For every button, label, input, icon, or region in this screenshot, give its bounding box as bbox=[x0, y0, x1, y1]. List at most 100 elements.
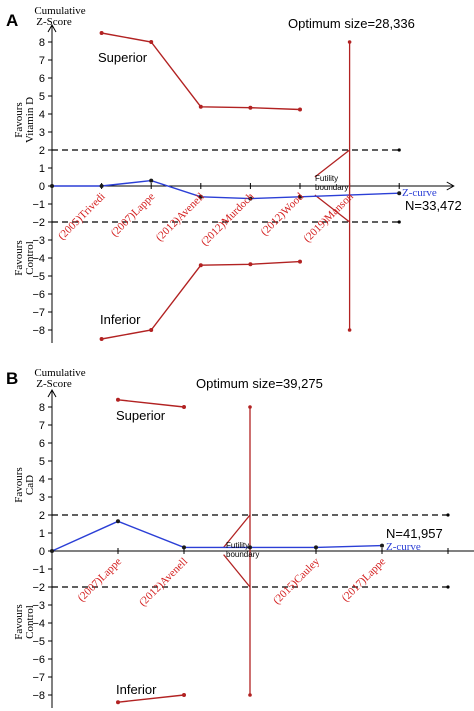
boundary-point bbox=[198, 263, 203, 268]
y-tick-label: 5 bbox=[39, 456, 45, 468]
boundary-point bbox=[198, 104, 203, 109]
study-label: (2012)Avenell bbox=[154, 191, 207, 244]
conventional-boundary-end bbox=[446, 513, 450, 517]
inferior-boundary-line bbox=[101, 260, 301, 340]
study-label: (2007)Lappe bbox=[109, 191, 158, 240]
z-curve-point bbox=[198, 194, 203, 199]
boundary-point bbox=[182, 405, 186, 409]
y-tick-label: −3 bbox=[32, 600, 45, 612]
study-label: (2007)Lappe bbox=[75, 556, 124, 605]
y-tick-label: 0 bbox=[39, 181, 45, 193]
y-tick-label: 8 bbox=[39, 37, 45, 49]
y-tick-label: 0 bbox=[39, 546, 45, 558]
panel-letter: B bbox=[6, 369, 18, 388]
futility-label-line1: Futility bbox=[226, 541, 249, 550]
y-tick-label: 6 bbox=[39, 438, 45, 450]
y-tick-label: −4 bbox=[32, 618, 45, 630]
boundary-point bbox=[298, 107, 302, 112]
y-tick-label: 7 bbox=[39, 55, 45, 67]
inferior-label: Inferior bbox=[116, 682, 157, 697]
y-tick-label: −7 bbox=[32, 307, 45, 319]
favours-top-label: FavoursCaD bbox=[13, 467, 36, 502]
y-tick-label: 7 bbox=[39, 420, 45, 432]
n-total-label: N=41,957 bbox=[386, 526, 443, 541]
y-tick-label: −2 bbox=[32, 582, 45, 594]
optimum-size-end bbox=[248, 693, 252, 697]
study-label: (2012)Murdoch bbox=[199, 190, 257, 248]
z-curve-point bbox=[248, 196, 253, 201]
study-label: (2017)Lappe bbox=[339, 556, 388, 605]
optimum-size-end bbox=[248, 405, 252, 409]
y-tick-label: 4 bbox=[39, 474, 45, 486]
favours-bottom-label: FavoursControl bbox=[13, 240, 36, 275]
z-curve-point bbox=[182, 545, 186, 550]
z-curve-point bbox=[380, 543, 384, 548]
y-tick-label: −1 bbox=[32, 564, 45, 576]
conventional-boundary-end bbox=[446, 585, 450, 589]
y-tick-label: −6 bbox=[32, 654, 45, 666]
futility-label-line2: boundary bbox=[315, 183, 348, 192]
z-curve-point bbox=[149, 178, 154, 183]
y-tick-label: −3 bbox=[32, 235, 45, 247]
boundary-point bbox=[248, 105, 253, 110]
y-axis-arrow bbox=[47, 23, 57, 33]
optimum-size-end bbox=[347, 328, 352, 332]
y-tick-label: −5 bbox=[32, 636, 45, 648]
z-curve-point bbox=[248, 545, 252, 550]
y-tick-label: 2 bbox=[39, 510, 45, 522]
y-tick-label: 2 bbox=[39, 145, 45, 157]
boundary-point bbox=[149, 328, 154, 332]
futility-boundary-lower bbox=[223, 554, 251, 588]
study-label: (2019)Manson bbox=[301, 190, 356, 245]
y-axis-title-line1: Cumulative bbox=[34, 367, 85, 379]
x-axis-arrow bbox=[446, 181, 455, 191]
futility-label-line1: Futility bbox=[315, 174, 338, 183]
y-tick-label: −7 bbox=[32, 672, 45, 684]
y-tick-label: −6 bbox=[32, 289, 45, 301]
y-tick-label: 3 bbox=[39, 127, 45, 139]
y-tick-label: −8 bbox=[32, 325, 45, 337]
inferior-label: Inferior bbox=[100, 312, 141, 327]
boundary-point bbox=[149, 40, 154, 44]
futility-boundary-upper bbox=[314, 149, 350, 178]
boundary-point bbox=[99, 337, 104, 341]
z-curve-point bbox=[50, 184, 54, 188]
study-label: (2012)Avenell bbox=[137, 556, 190, 609]
superior-label: Superior bbox=[98, 50, 148, 65]
boundary-point bbox=[248, 262, 253, 267]
futility-boundary-upper bbox=[223, 514, 251, 548]
boundary-point bbox=[182, 693, 186, 697]
boundary-point bbox=[116, 700, 120, 705]
inferior-boundary-line bbox=[117, 694, 185, 703]
y-tick-label: −1 bbox=[32, 199, 45, 211]
boundary-point bbox=[298, 259, 302, 264]
z-curve-label: Z-curve bbox=[402, 187, 437, 199]
favours-top-label: FavoursVitamin D bbox=[13, 97, 36, 143]
futility-boundary-lower bbox=[314, 194, 350, 223]
conventional-boundary-end bbox=[397, 148, 401, 152]
superior-boundary-line bbox=[117, 399, 185, 408]
y-tick-label: −5 bbox=[32, 271, 45, 283]
y-axis-arrow bbox=[47, 388, 57, 398]
y-axis-title-line2: Z-Score bbox=[36, 378, 72, 390]
y-tick-label: 1 bbox=[39, 163, 45, 175]
panel-letter: A bbox=[6, 11, 18, 30]
study-label: (2005)Trivedi bbox=[56, 191, 108, 243]
z-curve-point bbox=[116, 519, 120, 524]
optimum-size-label: Optimum size=28,336 bbox=[288, 16, 415, 31]
z-curve-point bbox=[99, 184, 104, 188]
y-tick-label: −2 bbox=[32, 217, 45, 229]
boundary-point bbox=[99, 31, 104, 35]
y-tick-label: 5 bbox=[39, 91, 45, 103]
y-tick-label: 8 bbox=[39, 402, 45, 414]
study-label: (2015)Cauley bbox=[271, 555, 323, 607]
z-curve-point bbox=[314, 545, 318, 550]
z-curve-line bbox=[51, 520, 383, 552]
y-axis-title-line2: Z-Score bbox=[36, 16, 72, 28]
futility-label-line2: boundary bbox=[226, 550, 259, 559]
y-tick-label: 6 bbox=[39, 73, 45, 85]
y-tick-label: 4 bbox=[39, 109, 45, 121]
optimum-size-end bbox=[347, 40, 352, 44]
